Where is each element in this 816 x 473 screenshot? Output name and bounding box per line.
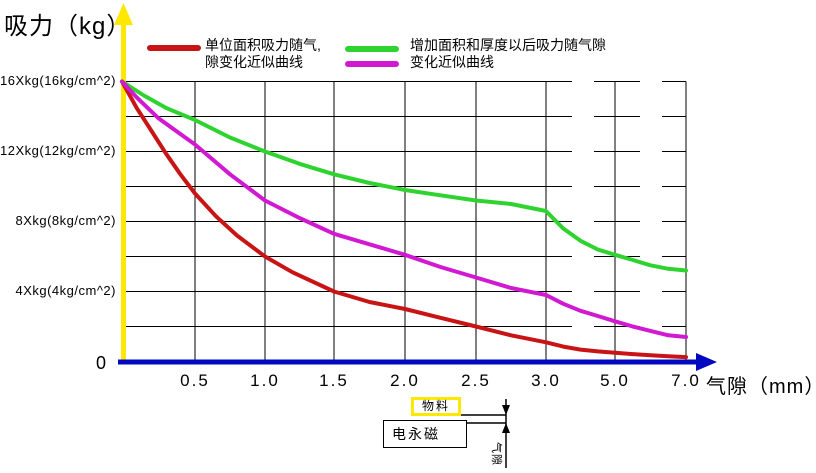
x-tick-label: 7.0 (671, 371, 701, 390)
x-tick-label: 1.5 (319, 371, 349, 390)
legend-entry-unit-area-line2: 隙变化近似曲线 (205, 54, 303, 70)
curve-series-2 (120, 79, 688, 339)
legend-entry-increased-area-line1: 增加面积和厚度以后吸力随气隙 (410, 37, 606, 53)
origin-label: 0 (96, 353, 107, 373)
legend-entry-increased-area: 增加面积和厚度以后吸力随气隙 变化近似曲线 (410, 37, 606, 71)
curve-series-1 (120, 79, 688, 273)
x-tick-label: 0.5 (180, 371, 210, 390)
x-axis-title: 气隙（mm） (706, 376, 816, 398)
y-axis-title: 吸力（kg） (4, 13, 132, 40)
x-tick-label: 1.0 (250, 371, 280, 390)
dimension-arrow-up-icon (502, 423, 510, 433)
y-tick-label: 16Xkg(16kg/cm^2) (0, 72, 116, 88)
data-curves (120, 79, 688, 360)
magnet-box: 电永磁 (383, 420, 467, 448)
dimension-arrow-down-icon (502, 405, 510, 415)
grid-lines (122, 81, 687, 362)
curve-series-0 (120, 79, 688, 360)
x-tick-label: 2.0 (390, 371, 420, 390)
legend-entry-increased-area-line2: 变化近似曲线 (410, 54, 494, 70)
x-tick-label: 5.0 (600, 371, 630, 390)
legend-entry-unit-area-line1: 单位面积吸力随气, (205, 37, 321, 53)
y-tick-label: 4Xkg(4kg/cm^2) (15, 282, 116, 298)
x-tick-label: 3.0 (531, 371, 561, 390)
x-tick-label: 2.5 (461, 371, 491, 390)
y-tick-label: 12Xkg(12kg/cm^2) (0, 142, 116, 158)
material-box: 物料 (411, 397, 461, 416)
legend-swatches (147, 45, 399, 67)
y-tick-label: 8Xkg(8kg/cm^2) (15, 212, 116, 228)
x-axis-arrow-icon (696, 353, 717, 371)
y-axis-arrow-icon (114, 3, 133, 25)
axes (114, 3, 717, 371)
legend-entry-unit-area: 单位面积吸力随气, 隙变化近似曲线 (205, 37, 321, 71)
gap-schematic (458, 399, 510, 468)
gap-rotated-label: 气隙 (490, 442, 502, 466)
